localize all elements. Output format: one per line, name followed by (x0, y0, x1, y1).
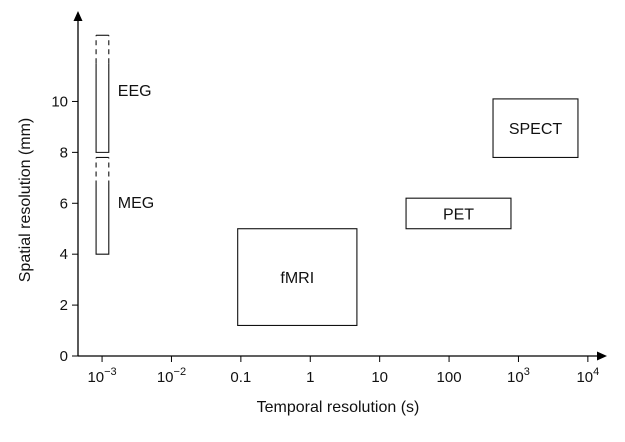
region-fmri: fMRI (237, 228, 358, 327)
y-tick-label: 10 (51, 93, 68, 110)
meg-box (95, 185, 110, 255)
y-tick-label: 6 (60, 195, 68, 212)
y-axis-arrow (73, 11, 83, 21)
axes (73, 11, 607, 361)
region-spect: SPECT (492, 98, 579, 159)
meg-label: MEG (118, 195, 154, 212)
x-tick-label: 0.1 (230, 369, 251, 386)
x-tick-label: 10 (371, 369, 388, 386)
x-tick-label: 1 (306, 369, 314, 386)
y-axis-title: Spatial resolution (mm) (17, 118, 34, 283)
eeg-box (95, 63, 110, 153)
region-pet: PET (405, 197, 512, 230)
x-tick-label: 104 (576, 366, 599, 386)
region-meg: MEG (95, 156, 154, 255)
x-tick-label: 10−3 (87, 366, 116, 386)
spect-label: SPECT (509, 121, 563, 138)
region-eeg: EEG (95, 34, 152, 153)
x-axis-title: Temporal resolution (s) (257, 399, 420, 416)
spect-box (492, 98, 579, 159)
regions: EEG MEG fMRI PET SPECT (95, 34, 579, 327)
y-tick-label: 0 (60, 348, 68, 365)
x-axis-arrow (597, 351, 607, 361)
fmri-box (237, 228, 358, 327)
pet-label: PET (443, 206, 474, 223)
y-tick-label: 2 (60, 297, 68, 314)
eeg-label: EEG (118, 83, 152, 100)
fmri-label: fMRI (280, 270, 314, 287)
x-tick-label: 10−2 (157, 366, 186, 386)
y-tick-label: 4 (60, 246, 68, 263)
y-tick-label: 8 (60, 144, 68, 161)
ticks: 10−3 10−2 0.1 1 10 100 103 104 0 2 4 6 8 10 (51, 93, 599, 386)
x-tick-label: 103 (507, 366, 530, 386)
x-tick-label: 100 (437, 369, 462, 386)
pet-box (405, 197, 512, 230)
